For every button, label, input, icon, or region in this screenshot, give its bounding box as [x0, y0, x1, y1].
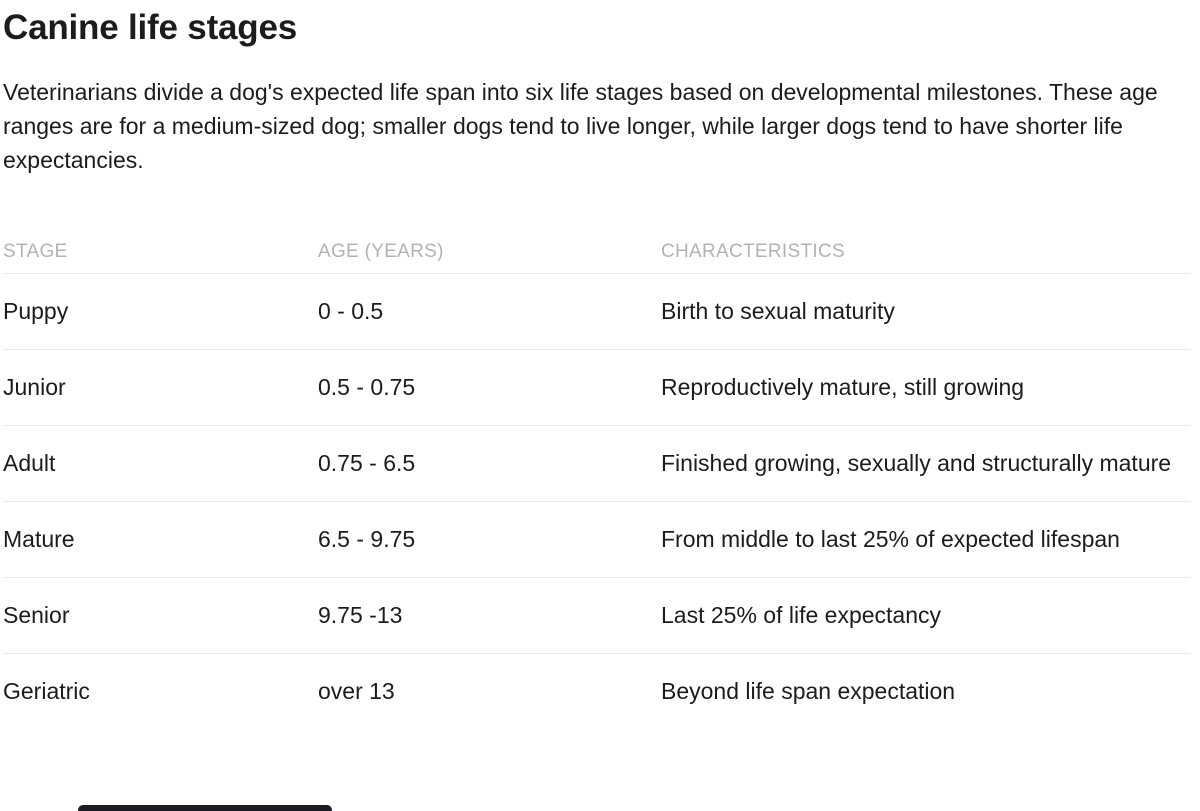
- age-cell: 0 - 0.5: [318, 298, 384, 324]
- table-body: Puppy 0 - 0.5 Birth to sexual maturity J…: [3, 274, 1190, 729]
- age-cell: 0.75 - 6.5: [318, 450, 416, 476]
- stage-cell: Mature: [3, 526, 75, 552]
- stage-cell: Puppy: [3, 298, 69, 324]
- age-cell: over 13: [318, 678, 395, 704]
- page-title: Canine life stages: [3, 8, 298, 47]
- characteristics-cell: Beyond life span expectation: [661, 678, 956, 704]
- age-cell: 0.5 - 0.75: [318, 374, 416, 400]
- table-row: Geriatric over 13 Beyond life span expec…: [3, 654, 1190, 729]
- characteristics-cell: Last 25% of life expectancy: [661, 602, 941, 628]
- characteristics-cell: Birth to sexual maturity: [661, 298, 895, 324]
- article: Canine life stages Veterinarians divide …: [0, 8, 1200, 729]
- characteristics-cell: Finished growing, sexually and structura…: [661, 450, 1172, 476]
- stage-cell: Junior: [3, 374, 66, 400]
- age-cell: 6.5 - 9.75: [318, 526, 416, 552]
- table-row: Adult 0.75 - 6.5 Finished growing, sexua…: [3, 426, 1190, 502]
- horizontal-scrollbar-thumb[interactable]: [78, 805, 332, 811]
- table-header-row: STAGE AGE (YEARS) CHARACTERISTICS: [3, 241, 1190, 274]
- life-stages-table: STAGE AGE (YEARS) CHARACTERISTICS Puppy …: [3, 241, 1190, 729]
- stage-cell: Geriatric: [3, 678, 90, 704]
- characteristics-cell: Reproductively mature, still growing: [661, 374, 1025, 400]
- stage-cell: Adult: [3, 450, 56, 476]
- stage-cell: Senior: [3, 602, 70, 628]
- table-row: Mature 6.5 - 9.75 From middle to last 25…: [3, 502, 1190, 578]
- intro-paragraph: Veterinarians divide a dog's expected li…: [3, 79, 1158, 173]
- table-row: Puppy 0 - 0.5 Birth to sexual maturity: [3, 274, 1190, 350]
- column-header-characteristics: CHARACTERISTICS: [661, 241, 845, 262]
- table-row: Senior 9.75 -13 Last 25% of life expecta…: [3, 578, 1190, 654]
- age-cell: 9.75 -13: [318, 602, 403, 628]
- column-header-age: AGE (YEARS): [318, 241, 444, 262]
- table-row: Junior 0.5 - 0.75 Reproductively mature,…: [3, 350, 1190, 426]
- characteristics-cell: From middle to last 25% of expected life…: [661, 526, 1120, 552]
- column-header-stage: STAGE: [3, 241, 68, 262]
